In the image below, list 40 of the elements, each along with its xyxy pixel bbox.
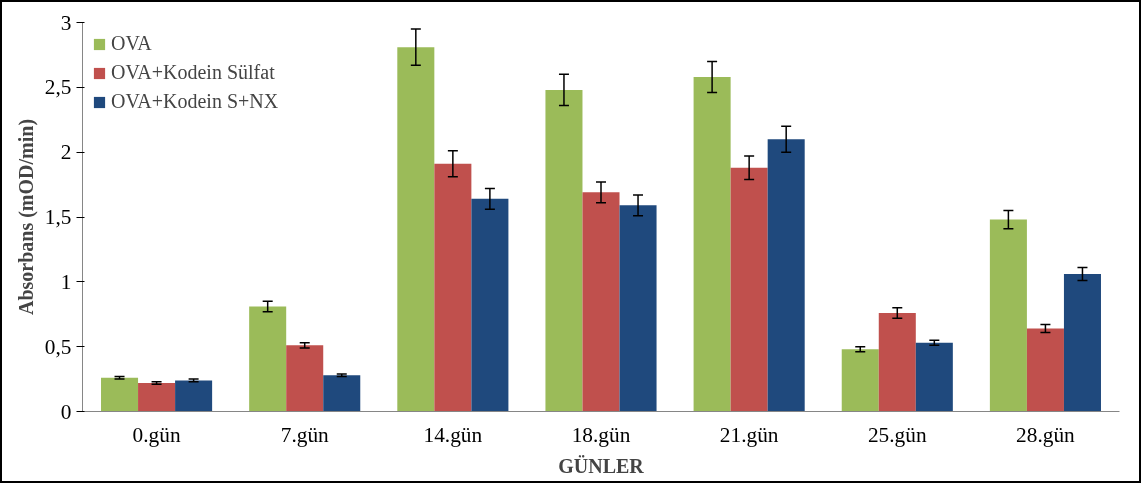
legend-label: OVA+Kodein S+NX xyxy=(111,90,279,113)
x-tick-label: 0.gün xyxy=(132,422,181,447)
y-axis-title: Absorbans (mOD/min) xyxy=(14,118,38,316)
bar xyxy=(915,342,953,412)
bar xyxy=(730,167,768,412)
x-tick-label: 21.gün xyxy=(719,422,779,447)
y-tick-label: 1 xyxy=(60,269,72,294)
bar xyxy=(878,312,916,412)
legend-label: OVA xyxy=(111,32,152,55)
x-tick-label: 18.gün xyxy=(571,422,631,447)
bar xyxy=(323,375,361,412)
bar xyxy=(175,380,213,412)
bar xyxy=(545,89,583,412)
bar xyxy=(397,47,435,412)
y-tick-label: 0,5 xyxy=(44,334,72,359)
bar xyxy=(767,139,805,412)
x-tick-label: 14.gün xyxy=(423,422,483,447)
x-tick-label: 7.gün xyxy=(280,422,330,447)
y-tick-label: 3 xyxy=(60,10,72,35)
y-tick-label: 2 xyxy=(60,140,72,165)
bar xyxy=(841,349,879,412)
y-tick-label: 1,5 xyxy=(44,205,72,229)
bar xyxy=(693,76,731,412)
bar xyxy=(989,219,1027,412)
x-axis-title: GÜNLER xyxy=(558,454,645,477)
bar xyxy=(138,382,176,412)
bar xyxy=(471,198,509,412)
x-tick-label: 28.gün xyxy=(1016,422,1076,447)
bar xyxy=(619,205,657,412)
x-tick-label: 25.gün xyxy=(867,422,927,447)
bar xyxy=(249,306,287,412)
bar xyxy=(1026,328,1064,412)
bar xyxy=(1063,274,1101,412)
y-tick-label: 2,5 xyxy=(44,75,72,100)
bar xyxy=(101,377,139,412)
bar xyxy=(286,345,324,412)
bar xyxy=(434,163,472,412)
bar xyxy=(582,192,620,412)
legend-label: OVA+Kodein Sülfat xyxy=(111,61,275,84)
y-tick-label: 0 xyxy=(60,399,72,424)
